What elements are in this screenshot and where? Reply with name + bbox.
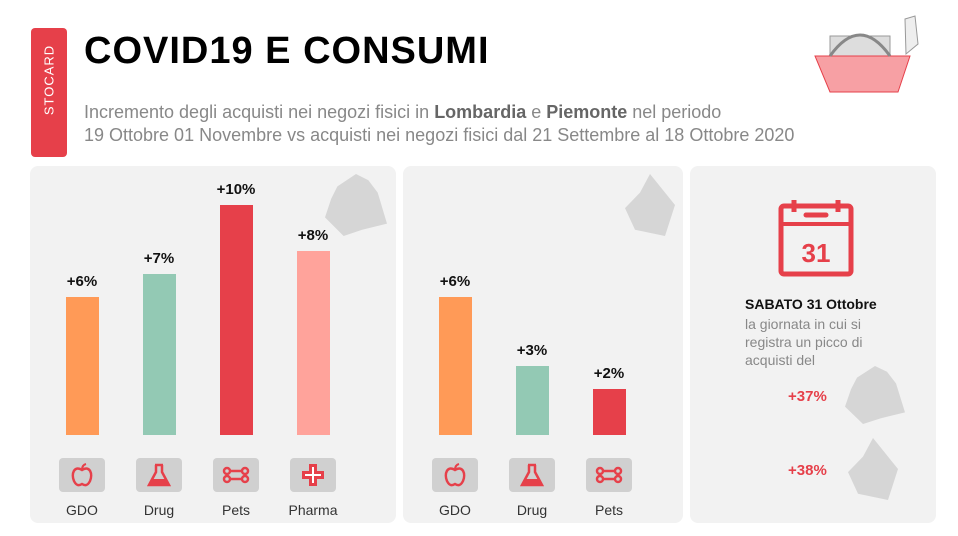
cross-icon bbox=[290, 458, 336, 492]
data-label: +2% bbox=[593, 365, 625, 382]
apple-icon bbox=[432, 458, 478, 492]
subtitle: Incremento degli acquisti nei negozi fis… bbox=[84, 102, 795, 145]
category-label: Drug bbox=[143, 502, 175, 518]
bar-drug bbox=[143, 274, 176, 435]
piemonte-map-icon bbox=[848, 438, 898, 500]
bar-drug bbox=[516, 366, 549, 435]
peak-piemonte-value: +38% bbox=[788, 462, 827, 479]
apple-icon bbox=[59, 458, 105, 492]
data-label: +6% bbox=[439, 273, 471, 290]
category-label: Pets bbox=[221, 502, 250, 518]
data-label: +6% bbox=[66, 273, 98, 290]
category-label: Pets bbox=[594, 502, 623, 518]
calendar-icon: 31 bbox=[778, 200, 854, 277]
piemonte-panel: +6% GDO +3% Drug +2% Pets bbox=[403, 166, 683, 523]
stocard-logo: STOCARD bbox=[31, 28, 67, 157]
lombardia-map-icon bbox=[845, 366, 905, 424]
bar-gdo bbox=[439, 297, 472, 435]
lombardia-panel: +6% GDO +7% Drug +10% Pets +8% Pharma bbox=[30, 166, 396, 523]
flask-icon bbox=[509, 458, 555, 492]
bone-icon bbox=[213, 458, 259, 492]
bone-icon bbox=[586, 458, 632, 492]
category-label: GDO bbox=[66, 502, 98, 518]
peak-heading: SABATO 31 Ottobre bbox=[745, 296, 877, 312]
data-label: +7% bbox=[143, 250, 175, 267]
category-label: GDO bbox=[439, 502, 471, 518]
peak-panel: 31 SABATO 31 Ottobre la giornata in cui … bbox=[690, 166, 936, 523]
bar-pets bbox=[220, 205, 253, 435]
peak-text: la giornata in cui si registra un picco … bbox=[745, 316, 863, 368]
peak-lombardia-value: +37% bbox=[788, 388, 827, 405]
page-title: COVID19 E CONSUMI bbox=[84, 30, 490, 72]
flask-icon bbox=[136, 458, 182, 492]
data-label: +3% bbox=[516, 342, 548, 359]
category-label: Drug bbox=[516, 502, 548, 518]
bar-pharma bbox=[297, 251, 330, 435]
bar-gdo bbox=[66, 297, 99, 435]
data-label: +8% bbox=[297, 227, 329, 244]
data-label: +10% bbox=[216, 181, 256, 198]
category-label: Pharma bbox=[288, 502, 338, 518]
svg-text:31: 31 bbox=[802, 238, 831, 268]
bar-pets bbox=[593, 389, 626, 435]
piemonte-map-icon bbox=[625, 174, 675, 236]
shopping-basket-icon bbox=[814, 15, 919, 93]
